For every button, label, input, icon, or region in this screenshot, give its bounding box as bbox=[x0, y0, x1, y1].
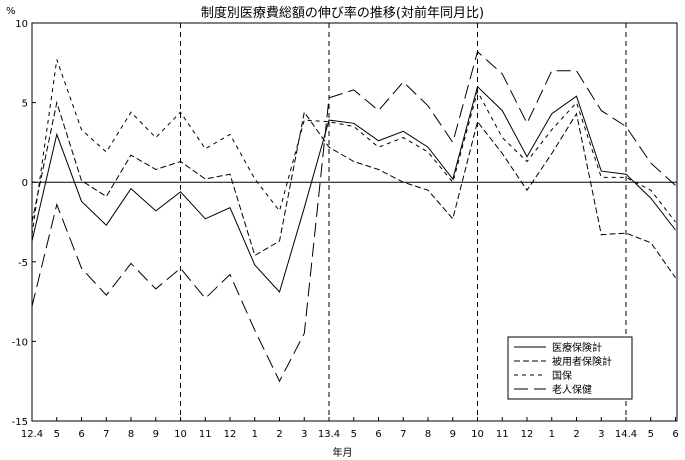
chart-title: 制度別医療費総額の伸び率の推移(対前年同月比) bbox=[200, 6, 485, 21]
y-tick-label: -15 bbox=[12, 417, 28, 428]
x-tick-label: 14.4 bbox=[615, 429, 637, 440]
x-tick-label: 12 bbox=[224, 429, 237, 440]
x-tick-label: 7 bbox=[103, 429, 109, 440]
x-tick-label: 6 bbox=[375, 429, 381, 440]
x-tick-label: 9 bbox=[450, 429, 456, 440]
x-tick-label: 6 bbox=[78, 429, 84, 440]
series-line-4 bbox=[31, 50, 676, 383]
series-line-3 bbox=[31, 59, 676, 235]
y-axis-unit: % bbox=[6, 6, 16, 17]
x-tick-label: 13.4 bbox=[318, 429, 340, 440]
x-tick-label: 8 bbox=[425, 429, 431, 440]
x-tick-label: 1 bbox=[549, 429, 555, 440]
x-tick-label: 2 bbox=[276, 429, 282, 440]
x-tick-label: 1 bbox=[252, 429, 258, 440]
x-tick-label: 5 bbox=[54, 429, 60, 440]
y-tick-label: -10 bbox=[12, 337, 28, 348]
x-tick-label: 9 bbox=[153, 429, 159, 440]
x-tick-label: 10 bbox=[471, 429, 484, 440]
legend-label: 老人保健 bbox=[552, 383, 592, 396]
legend-label: 国保 bbox=[552, 369, 572, 382]
x-tick-label: 5 bbox=[351, 429, 357, 440]
x-tick-label: 3 bbox=[301, 429, 307, 440]
y-tick-label: -5 bbox=[18, 258, 28, 269]
series-line-1 bbox=[31, 85, 676, 293]
x-tick-label: 3 bbox=[598, 429, 604, 440]
x-tick-label: 10 bbox=[174, 429, 187, 440]
y-tick-label: 0 bbox=[22, 178, 28, 189]
x-tick-label: 11 bbox=[496, 429, 509, 440]
x-axis-title: 年月 bbox=[332, 448, 353, 459]
x-tick-label: 12.4 bbox=[21, 429, 43, 440]
series-line-2 bbox=[31, 100, 676, 278]
legend-label: 被用者保険計 bbox=[552, 355, 612, 368]
x-tick-label: 7 bbox=[400, 429, 406, 440]
x-tick-label: 2 bbox=[573, 429, 579, 440]
x-tick-label: 11 bbox=[199, 429, 212, 440]
x-tick-label: 8 bbox=[128, 429, 134, 440]
legend-label: 医療保険計 bbox=[552, 341, 602, 354]
x-tick-label: 5 bbox=[648, 429, 654, 440]
x-tick-label: 6 bbox=[672, 429, 678, 440]
y-tick-label: 10 bbox=[15, 19, 28, 30]
y-tick-label: 5 bbox=[22, 99, 28, 110]
x-tick-label: 12 bbox=[521, 429, 534, 440]
